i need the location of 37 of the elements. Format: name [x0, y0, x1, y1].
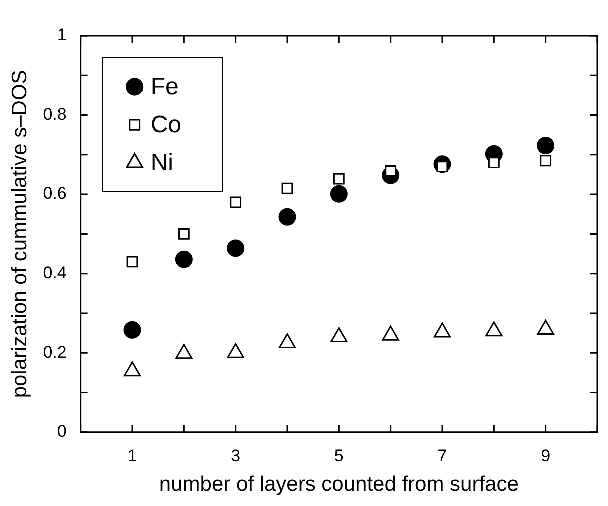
- x-axis-title: number of layers counted from surface: [159, 473, 519, 496]
- x-tick-label: 9: [541, 446, 551, 466]
- y-tick-label: 0.2: [43, 342, 67, 362]
- legend-label: Co: [150, 112, 182, 139]
- point: [330, 328, 348, 343]
- legend-label: Ni: [150, 150, 174, 177]
- point: [278, 333, 296, 348]
- point: [282, 182, 294, 194]
- point: [330, 185, 348, 203]
- point: [124, 362, 142, 377]
- point: [176, 344, 193, 360]
- point: [333, 173, 345, 185]
- point: [230, 196, 242, 208]
- point: [382, 326, 400, 341]
- point: [178, 228, 190, 240]
- point: [537, 137, 555, 155]
- point: [227, 240, 245, 258]
- x-tick-label: 1: [128, 446, 138, 466]
- x-tick-label: 5: [334, 446, 344, 466]
- y-tick-label: 0.6: [43, 184, 67, 204]
- y-tick-label: 1: [57, 26, 67, 45]
- x-tick-label: 7: [438, 446, 448, 466]
- point: [486, 322, 503, 337]
- point: [434, 322, 452, 338]
- point: [540, 155, 552, 167]
- y-tick-label: 0: [57, 422, 67, 442]
- point: [488, 157, 500, 169]
- y-tick-label: 0.8: [43, 104, 67, 124]
- point: [227, 343, 244, 358]
- y-axis-title: polarization of cummulative s–DOS: [8, 70, 32, 398]
- point: [537, 320, 554, 335]
- x-tick-label: 3: [231, 446, 241, 466]
- point: [175, 250, 193, 268]
- y-tick-label: 0.4: [43, 264, 67, 283]
- legend-label: Fe: [150, 74, 179, 101]
- point: [278, 208, 296, 226]
- point: [126, 256, 138, 268]
